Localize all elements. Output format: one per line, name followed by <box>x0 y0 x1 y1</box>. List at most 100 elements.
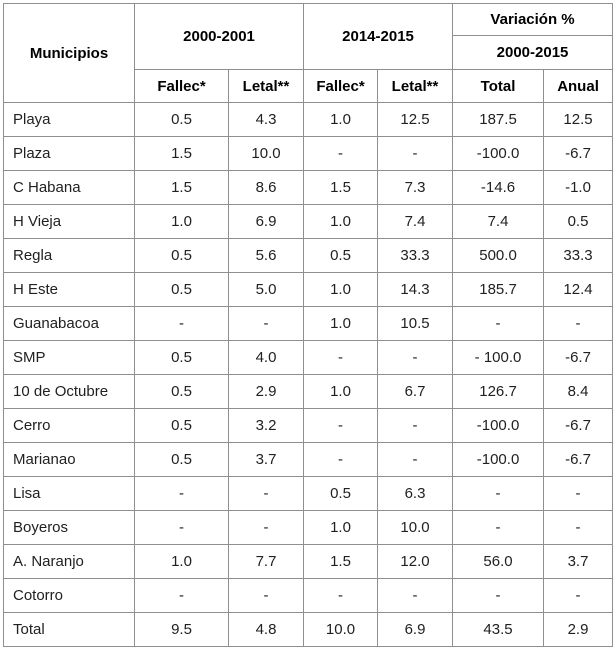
cell-value: 1.5 <box>303 170 379 205</box>
table-row: SMP 0.5 4.0- - - 100.0 -6.7 <box>3 340 614 375</box>
cell-value: - <box>452 476 545 511</box>
municipio-name: Guanabacoa <box>3 306 135 341</box>
table-row: Total 9.5 4.8 10.0 6.9 43.5 2.9 <box>3 612 614 647</box>
cell-value: - <box>227 306 305 341</box>
cell-value: - <box>227 578 305 613</box>
municipio-name: Boyeros <box>3 510 135 545</box>
cell-value: 10.5 <box>377 306 454 341</box>
cell-value: - <box>227 510 305 545</box>
cell-value: 6.3 <box>377 476 454 511</box>
cell-value: 10.0 <box>227 136 305 171</box>
cell-value: -14.6 <box>452 170 545 205</box>
header-period-2014-2015: 2014-2015 <box>303 3 454 70</box>
cell-value: 1.0 <box>303 374 379 409</box>
cell-value: - <box>134 510 229 545</box>
municipio-name: Cerro <box>3 408 135 443</box>
cell-value: -6.7 <box>543 136 614 171</box>
cell-value: 0.5 <box>134 442 229 477</box>
cell-value: 6.7 <box>377 374 454 409</box>
table-row: Plaza 1.5 10.0- - -100.0 -6.7 <box>3 136 614 171</box>
table-row: A. Naranjo 1.0 7.7 1.5 12.0 56.0 3.7 <box>3 544 614 579</box>
cell-value: 8.6 <box>227 170 305 205</box>
cell-value: 1.0 <box>303 510 379 545</box>
cell-value: - <box>303 340 379 375</box>
cell-value: 3.7 <box>543 544 614 579</box>
cell-value: 185.7 <box>452 272 545 307</box>
municipio-name: Playa <box>3 102 135 137</box>
cell-value: 126.7 <box>452 374 545 409</box>
table-row: Cotorro ------ <box>3 578 614 613</box>
cell-value: -100.0 <box>452 408 545 443</box>
cell-value: - <box>452 306 545 341</box>
table-row: Regla 0.5 5.6 0.5 33.3 500.0 33.3 <box>3 238 614 273</box>
cell-value: 2.9 <box>227 374 305 409</box>
cell-value: 3.2 <box>227 408 305 443</box>
column-header-fallec-2014: Fallec* <box>303 69 379 103</box>
cell-value: 0.5 <box>303 476 379 511</box>
cell-value: 4.0 <box>227 340 305 375</box>
header-municipios: Municipios <box>3 3 135 103</box>
cell-value: - <box>543 476 614 511</box>
cell-value: 1.0 <box>303 102 379 137</box>
cell-value: - <box>543 306 614 341</box>
cell-value: 14.3 <box>377 272 454 307</box>
municipios-table: Municipios 2000-2001 2014-2015 Variación… <box>3 3 614 647</box>
column-header-fallec-2000: Fallec* <box>134 69 229 103</box>
cell-value: 0.5 <box>303 238 379 273</box>
table-row: Guanabacoa - -1.0 10.5- - <box>3 306 614 341</box>
table-row: Boyeros - -1.0 10.0- - <box>3 510 614 545</box>
table-row: Marianao 0.5 3.7- - -100.0 -6.7 <box>3 442 614 477</box>
cell-value: -100.0 <box>452 442 545 477</box>
cell-value: - <box>303 136 379 171</box>
municipio-name: SMP <box>3 340 135 375</box>
cell-value: - <box>452 578 545 613</box>
header-row-1: Municipios 2000-2001 2014-2015 Variación… <box>3 3 614 103</box>
cell-value: 1.0 <box>134 544 229 579</box>
cell-value: 12.0 <box>377 544 454 579</box>
cell-value: 1.0 <box>303 306 379 341</box>
cell-value: 7.4 <box>452 204 545 239</box>
cell-value: 0.5 <box>543 204 614 239</box>
cell-value: 0.5 <box>134 272 229 307</box>
cell-value: 1.5 <box>134 170 229 205</box>
cell-value: 10.0 <box>303 612 379 647</box>
cell-value: 500.0 <box>452 238 545 273</box>
table-header: Municipios 2000-2001 2014-2015 Variación… <box>3 3 614 103</box>
header-period-2000-2001: 2000-2001 <box>133 3 305 70</box>
municipio-name: Plaza <box>3 136 135 171</box>
cell-value: - 100.0 <box>452 340 545 375</box>
cell-value: - <box>377 340 454 375</box>
cell-value: -100.0 <box>452 136 545 171</box>
cell-value: 1.0 <box>303 272 379 307</box>
cell-value: 1.5 <box>134 136 229 171</box>
cell-value: - <box>377 136 454 171</box>
cell-value: 1.0 <box>134 204 229 239</box>
column-header-letal-2000: Letal** <box>227 69 305 103</box>
municipio-name: 10 de Octubre <box>3 374 135 409</box>
cell-value: 5.0 <box>227 272 305 307</box>
cell-value: -6.7 <box>543 340 614 375</box>
cell-value: -1.0 <box>543 170 614 205</box>
cell-value: 0.5 <box>134 238 229 273</box>
cell-value: 7.7 <box>227 544 305 579</box>
cell-value: - <box>543 510 614 545</box>
municipio-name: H Vieja <box>3 204 135 239</box>
municipio-name: Marianao <box>3 442 135 477</box>
municipio-name: H Este <box>3 272 135 307</box>
cell-value: 56.0 <box>452 544 545 579</box>
cell-value: - <box>377 442 454 477</box>
cell-value: 4.8 <box>227 612 305 647</box>
cell-value: 7.4 <box>377 204 454 239</box>
cell-value: 0.5 <box>134 102 229 137</box>
header-row-2: 2000-2015 <box>4 35 614 70</box>
cell-value: 9.5 <box>134 612 229 647</box>
header-row-3: Fallec* Letal** Fallec* Letal** Total An… <box>4 69 614 103</box>
table-row: H Este 0.5 5.0 1.0 14.3 185.7 12.4 <box>3 272 614 307</box>
cell-value: 10.0 <box>377 510 454 545</box>
table-body: Playa 0.5 4.3 1.0 12.5 187.5 12.5 Plaza 1.5 10… <box>3 102 614 647</box>
cell-value: 0.5 <box>134 374 229 409</box>
cell-value: - <box>303 442 379 477</box>
cell-value: 12.5 <box>543 102 614 137</box>
cell-value: 7.3 <box>377 170 454 205</box>
